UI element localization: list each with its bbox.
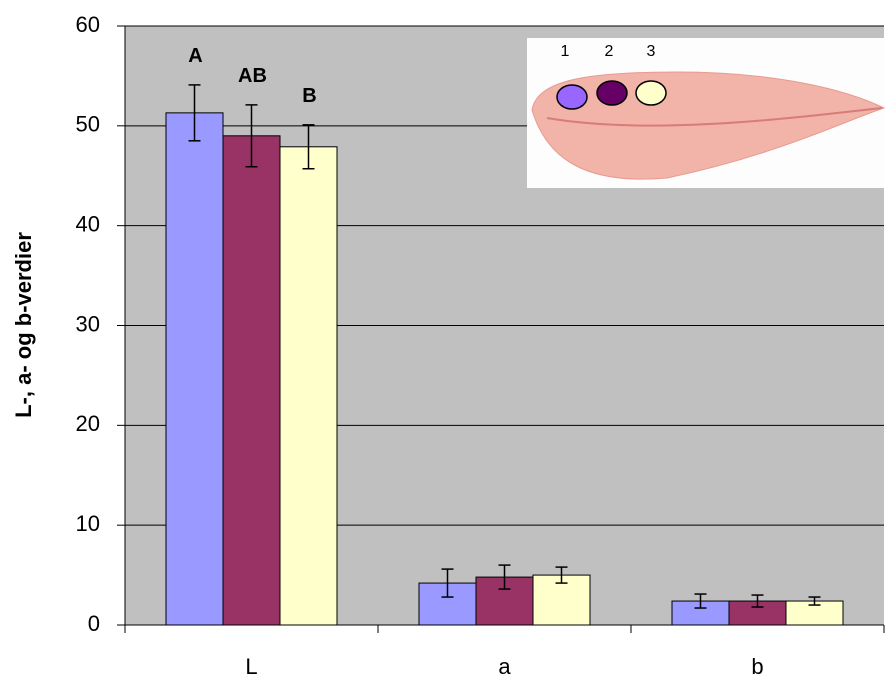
- chart: L-, a- og b-verdier 0 10 20 30 40 50 60 La b A AB B…: [0, 0, 885, 684]
- y-tick-label: 0: [88, 611, 100, 636]
- y-tick-label: 50: [76, 112, 100, 137]
- legend-swatch: [636, 81, 666, 105]
- x-tick-label: b: [751, 654, 763, 679]
- y-tick-label: 60: [76, 12, 100, 37]
- legend-label: 1: [561, 43, 570, 60]
- legend-label: 2: [605, 43, 614, 60]
- y-axis-label: L-, a- og b-verdier: [11, 232, 36, 418]
- y-tick-label: 40: [76, 211, 100, 236]
- bar: [280, 147, 337, 625]
- y-tick-label: 20: [76, 411, 100, 436]
- x-tick-label: L: [245, 654, 257, 679]
- annotation: AB: [238, 65, 267, 87]
- bar: [166, 113, 223, 625]
- bar: [223, 136, 280, 625]
- annotation: B: [302, 85, 316, 107]
- y-tick-label: 30: [76, 311, 100, 336]
- annotation: A: [188, 45, 202, 67]
- legend-swatch: [557, 85, 587, 109]
- x-tick-label: a: [498, 654, 511, 679]
- y-tick-label: 10: [76, 511, 100, 536]
- legend-swatch: [597, 81, 627, 105]
- legend-label: 3: [647, 43, 656, 60]
